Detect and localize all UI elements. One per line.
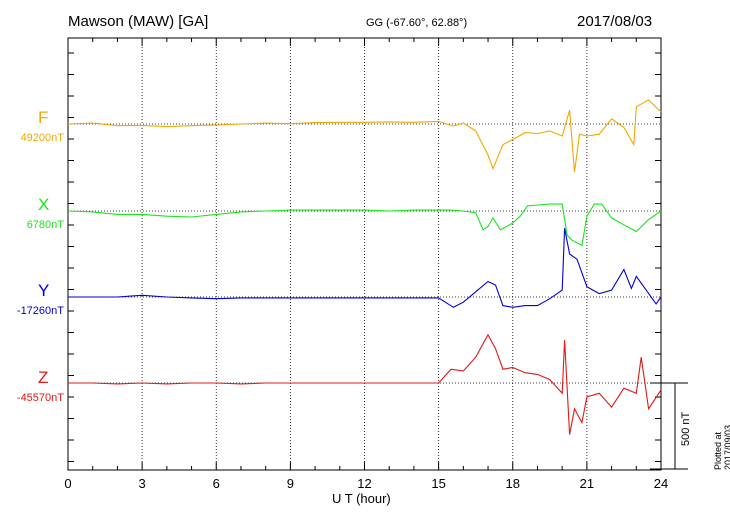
x-tick-label: 12	[357, 476, 371, 491]
x-tick-label: 21	[580, 476, 594, 491]
plotted-timestamp: Plotted at 2017/09/03 01:35 UT	[713, 424, 730, 470]
channel-label-y: Y	[38, 281, 50, 300]
x-tick-label: 15	[431, 476, 445, 491]
x-axis-label: U T (hour)	[332, 491, 391, 506]
x-tick-label: 24	[654, 476, 668, 491]
station-title: Mawson (MAW) [GA]	[68, 13, 209, 30]
channel-label-x: X	[38, 195, 50, 214]
x-tick-label: 18	[506, 476, 520, 491]
geographic-coordinates: GG (-67.60°, 62.88°)	[366, 17, 468, 29]
baseline-value-y: -17260nT	[16, 305, 64, 317]
x-tick-label: 3	[139, 476, 146, 491]
baseline-value-z: -45570nT	[16, 392, 64, 404]
x-tick-label: 0	[64, 476, 71, 491]
channel-label-f: F	[38, 108, 49, 127]
date-label: 2017/08/03	[577, 13, 653, 30]
channel-label-z: Z	[38, 368, 49, 387]
baseline-value-x: 6780nT	[26, 219, 64, 231]
series-line-y	[68, 228, 662, 308]
series-line-f	[67, 99, 662, 173]
series-line-x	[67, 203, 662, 247]
baseline-value-f: 49200nT	[20, 132, 64, 144]
series-line-z	[68, 333, 662, 435]
x-tick-label: 6	[213, 476, 220, 491]
scale-bar-label: 500 nT	[680, 411, 692, 446]
x-tick-label: 9	[287, 476, 294, 491]
